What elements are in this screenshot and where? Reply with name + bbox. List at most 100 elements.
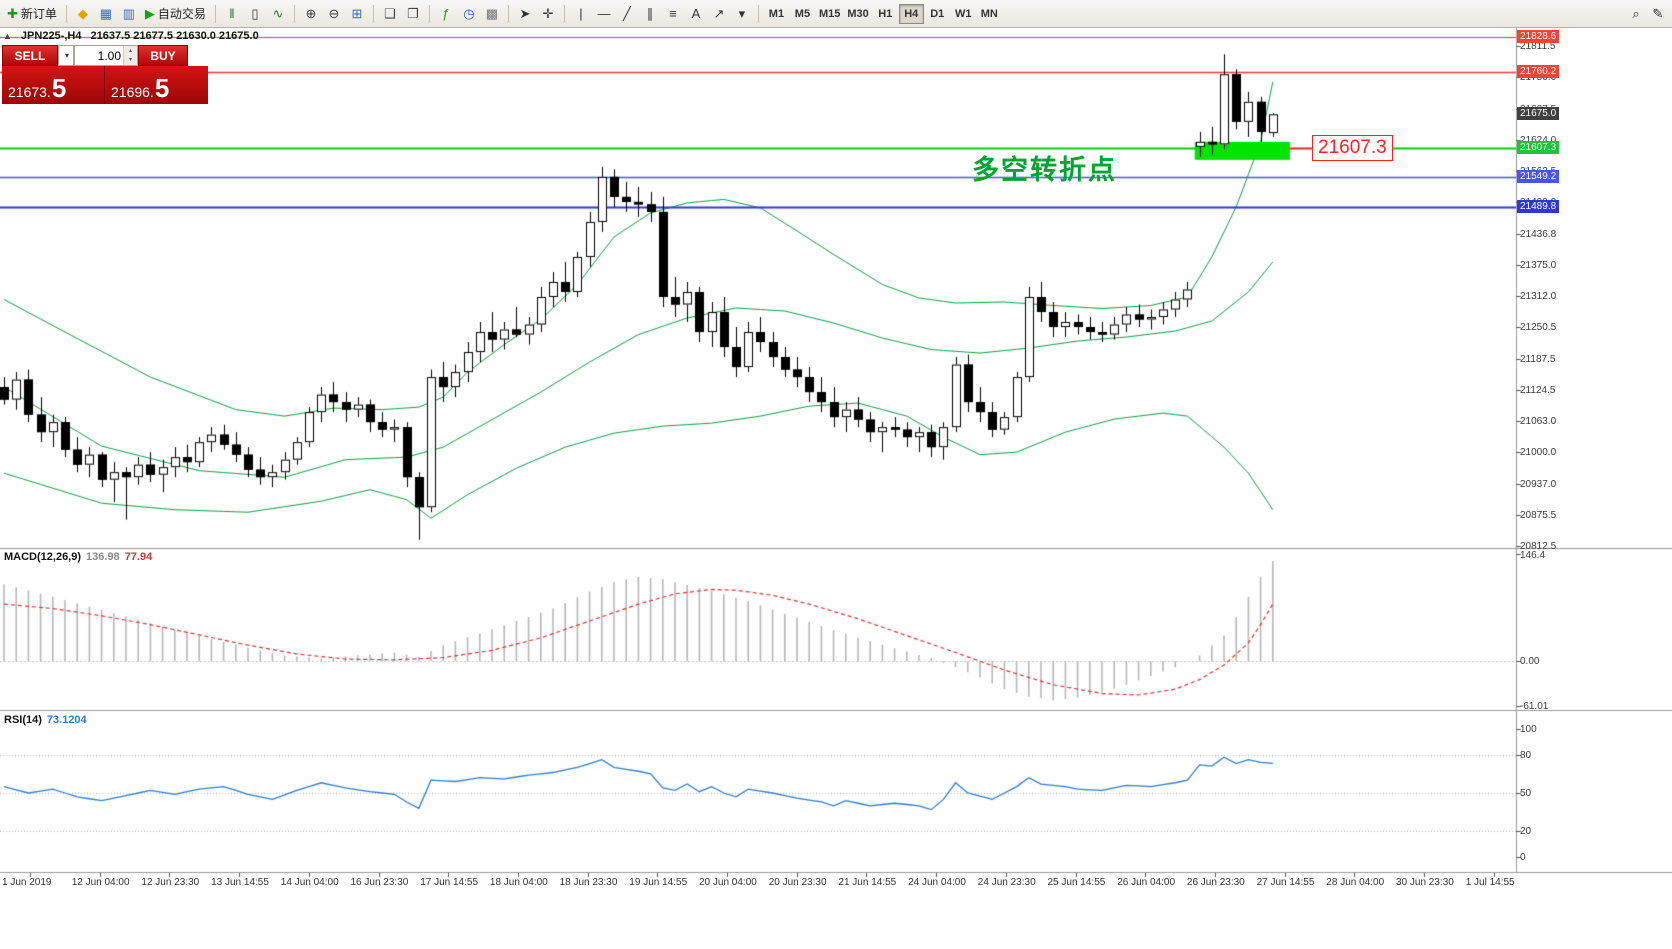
time-axis-label: 26 Jun 23:30 — [1186, 877, 1245, 888]
new-order-button[interactable]: ✚ 新订单 — [3, 3, 61, 25]
main-toolbar: ✚ 新订单 ◆ ▦ ▥ ▶ 自动交易 ‖ ▯ ∿ ⊕ ⊖ ⊞ ❏ ❐ ƒ ◷ ▩ ➤ ✛ | — ╱ ∥ ≡ A ↗ ▾ M1 M5 M15… — [0, 0, 1672, 28]
price-axis-tick: 20812.5 — [1520, 541, 1557, 552]
time-axis-label: 19 Jun 14:55 — [629, 877, 688, 888]
volume-preset-dropdown[interactable]: ▾ — [58, 45, 74, 66]
text-tool-button[interactable]: A — [685, 3, 707, 25]
time-axis-label: 1 Jul 14:55 — [1465, 877, 1515, 888]
crosshair-button[interactable]: ✛ — [537, 3, 559, 25]
buy-price-big-digit: 5 — [154, 73, 170, 104]
timeframe-m15-button[interactable]: M15 — [816, 4, 843, 24]
quick-edit-icon: ✎ — [1652, 6, 1664, 21]
chart-header: ▲ JPN225-,H4 21637.5 21677.5 21630.0 216… — [3, 30, 259, 42]
timeframe-m1-button[interactable]: M1 — [764, 4, 789, 24]
chart-profiles-button[interactable]: ❐ — [402, 3, 424, 25]
sell-button[interactable]: SELL — [2, 45, 58, 66]
zoom-in-button[interactable]: ⊕ — [300, 3, 322, 25]
data-window-icon: ▥ — [122, 6, 136, 21]
volume-decrease-button[interactable]: ▾ — [124, 55, 137, 65]
market-watch-icon: ▦ — [99, 6, 113, 21]
price-badge: 21760.2 — [1517, 64, 1560, 78]
timeframe-h1-button[interactable]: H1 — [873, 4, 898, 24]
timeframe-m5-button[interactable]: M5 — [790, 4, 815, 24]
equidistant-channel-button[interactable]: ∥ — [639, 3, 661, 25]
timeframe-w1-button[interactable]: W1 — [951, 4, 976, 24]
arrow-tool-icon: ↗ — [713, 6, 725, 21]
horizontal-line-button[interactable]: — — [593, 3, 615, 25]
new-chart-button[interactable]: ❏ — [379, 3, 401, 25]
time-axis-label: 12 Jun 04:00 — [71, 877, 130, 888]
rsi-name: RSI(14) — [4, 714, 42, 726]
macd-scale-label: 0.00 — [1520, 656, 1540, 668]
timeframe-mn-button[interactable]: MN — [977, 4, 1002, 24]
zoom-out-button[interactable]: ⊖ — [323, 3, 345, 25]
macd-main-value: 136.98 — [86, 551, 120, 563]
buy-price[interactable]: 21696. 5 — [105, 66, 208, 104]
price-axis-tick: 21436.8 — [1520, 228, 1557, 240]
time-axis-label: 13 Jun 14:55 — [211, 877, 269, 888]
horizontal-line-icon: — — [597, 6, 611, 21]
time-axis-label: 21 Jun 14:55 — [838, 877, 897, 888]
price-axis-tick: 20875.5 — [1520, 509, 1557, 521]
bar-chart-icon: ‖ — [229, 6, 235, 21]
time-axis-label: 25 Jun 14:55 — [1047, 877, 1106, 888]
bar-chart-button[interactable]: ‖ — [221, 3, 243, 25]
timeframe-m30-button[interactable]: M30 — [844, 4, 871, 24]
fibonacci-retracement-icon: ≡ — [669, 6, 677, 21]
buy-button[interactable]: BUY — [138, 45, 188, 66]
collapse-trade-panel-icon[interactable]: ▲ — [3, 31, 12, 41]
time-axis-label: 18 Jun 23:30 — [559, 877, 618, 888]
templates-button[interactable]: ▩ — [481, 3, 503, 25]
trendline-icon: ╱ — [623, 6, 631, 21]
fibonacci-retracement-button[interactable]: ≡ — [662, 3, 684, 25]
line-chart-button[interactable]: ∿ — [267, 3, 289, 25]
candlestick-chart-icon: ▯ — [251, 6, 259, 21]
price-badge: 21675.0 — [1517, 107, 1560, 121]
time-axis-label: 18 Jun 04:00 — [489, 877, 548, 888]
time-axis-label: 28 Jun 04:00 — [1326, 877, 1385, 888]
auto-trading-button[interactable]: ▶ 自动交易 — [141, 3, 210, 25]
volume-increase-button[interactable]: ▴ — [124, 46, 137, 56]
volume-field: ▴ ▾ — [74, 45, 138, 66]
chart-area: ▲ JPN225-,H4 21637.5 21677.5 21630.0 216… — [0, 28, 1672, 949]
timeframe-d1-button[interactable]: D1 — [925, 4, 950, 24]
price-axis-tick: 21063.0 — [1520, 416, 1557, 427]
candlestick-chart-button[interactable]: ▯ — [244, 3, 266, 25]
toolbar-separator — [563, 4, 565, 23]
cursor-button[interactable]: ➤ — [514, 3, 536, 25]
arrow-tool-button[interactable]: ↗ — [708, 3, 730, 25]
timeframe-h4-button[interactable]: H4 — [898, 3, 924, 24]
tile-windows-icon: ⊞ — [351, 6, 363, 21]
quick-edit-button[interactable]: ✎ — [1647, 3, 1669, 25]
auto-trading-label: 自动交易 — [157, 7, 206, 21]
time-axis-label: 24 Jun 23:30 — [977, 877, 1036, 888]
toolbar-separator — [757, 4, 759, 23]
price-axis-tick: 21750.0 — [1520, 72, 1557, 84]
crosshair-icon: ✛ — [542, 6, 554, 21]
price-badge: 21489.8 — [1517, 200, 1560, 213]
price-axis-tick: 21250.5 — [1520, 322, 1557, 334]
one-click-trading-panel: SELL ▾ ▴ ▾ BUY 21673. 5 21696. 5 — [2, 45, 208, 104]
data-window-button[interactable]: ▥ — [118, 3, 140, 25]
volume-input[interactable] — [75, 46, 123, 65]
periods-button[interactable]: ◷ — [458, 3, 480, 25]
objects-dropdown-button[interactable]: ▾ — [731, 3, 753, 25]
indicators-button[interactable]: ƒ — [435, 3, 457, 25]
macd-signal-value: 77.94 — [124, 551, 153, 563]
symbol-period-label: JPN225-,H4 — [20, 30, 82, 42]
cursor-icon: ➤ — [519, 6, 531, 21]
buy-price-main: 21696. — [111, 83, 154, 100]
tile-windows-button[interactable]: ⊞ — [346, 3, 368, 25]
time-axis-label: 14 Jun 04:00 — [280, 877, 339, 888]
price-chart-canvas[interactable] — [0, 28, 1672, 880]
market-watch-button[interactable]: ▦ — [95, 3, 117, 25]
price-callout[interactable]: 21607.3 — [1312, 135, 1393, 162]
indicators-icon: ƒ — [442, 6, 450, 21]
mql5-community-button[interactable]: ◆ — [72, 3, 94, 25]
search-button[interactable]: ⌕ — [1625, 3, 1647, 25]
vertical-line-button[interactable]: | — [570, 3, 592, 25]
time-axis-label: 20 Jun 23:30 — [768, 877, 827, 888]
auto-trading-icon: ▶ — [144, 6, 155, 21]
price-axis-tick: 21000.0 — [1520, 447, 1557, 459]
trendline-button[interactable]: ╱ — [616, 3, 638, 25]
sell-price[interactable]: 21673. 5 — [2, 66, 105, 104]
